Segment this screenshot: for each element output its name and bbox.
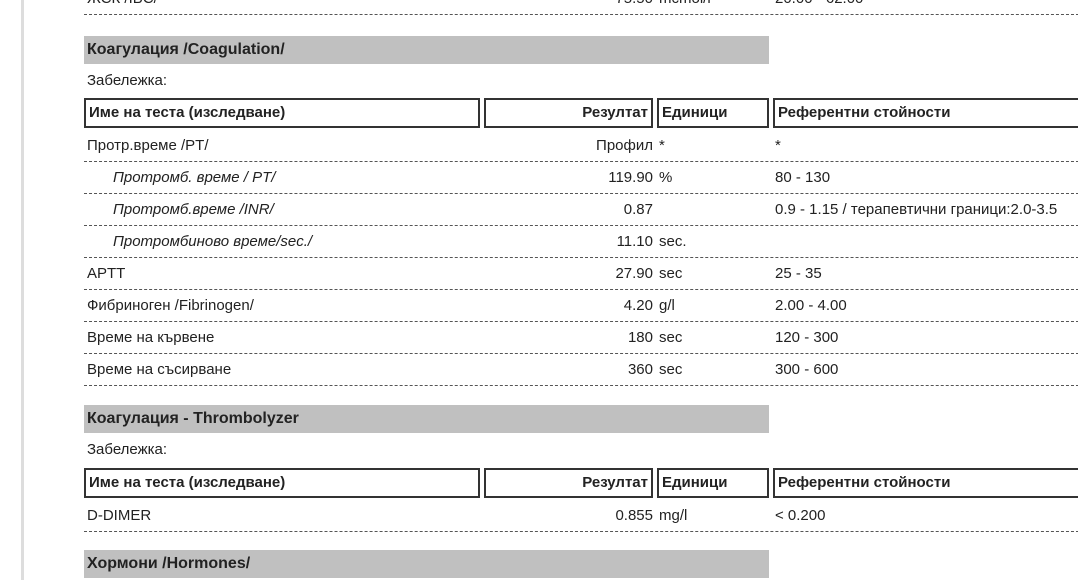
reference-range: 80 - 130 — [775, 169, 831, 186]
units: % — [659, 169, 673, 186]
test-name: Време на кървене — [87, 329, 215, 346]
section-title: Коагулация - Thrombolyzer — [84, 405, 769, 433]
result-value: 4.20 — [623, 297, 653, 314]
header-test-name: Име на теста (изследване) — [84, 98, 480, 128]
header-units: Единици — [657, 468, 769, 498]
page-left-border — [21, 0, 24, 580]
section-title: Коагулация /Coagulation/ — [84, 36, 769, 64]
reference-range: 20.00 - 62.00 — [775, 0, 863, 7]
reference-range: 0.9 - 1.15 / терапевтични граници:2.0-3.… — [775, 201, 1058, 218]
note-label: Забележка: — [87, 441, 168, 458]
test-name: Протр.време /PT/ — [87, 137, 209, 154]
units: mg/l — [659, 507, 688, 524]
reference-range: 25 - 35 — [775, 265, 822, 282]
test-name: APTT — [87, 265, 126, 282]
reference-range: 2.00 - 4.00 — [775, 297, 847, 314]
reference-range: < 0.200 — [775, 507, 826, 524]
table-row: Време на кървене 180 sec 120 - 300 — [84, 322, 1078, 354]
header-test-name: Име на теста (изследване) — [84, 468, 480, 498]
units: sec — [659, 329, 683, 346]
table-row: APTT 27.90 sec 25 - 35 — [84, 258, 1078, 290]
units: sec. — [659, 233, 687, 250]
result-value: 119.90 — [608, 169, 653, 186]
header-result: Резултат — [484, 98, 653, 128]
reference-range: 120 - 300 — [775, 329, 839, 346]
result-value: 0.87 — [623, 201, 653, 218]
test-name: Фибриноген /Fibrinogen/ — [87, 297, 254, 314]
table-row: Фибриноген /Fibrinogen/4.20 g/l 2.00 - 4.0… — [84, 290, 1078, 322]
result-value: 180 — [627, 329, 653, 346]
header-reference: Референтни стойности — [773, 468, 1078, 498]
test-name: Време на съсирване — [87, 361, 232, 378]
result-value: Профил — [596, 137, 653, 154]
reference-range: * — [775, 137, 781, 154]
table-row: Протромб. време / PT/119.90% 80 - 130 — [84, 162, 1078, 194]
header-units: Единици — [657, 98, 769, 128]
units: sec — [659, 361, 683, 378]
table-row: Протромб.време /INR/0.87 0.9 - 1.15 / тер… — [84, 194, 1078, 226]
table-row: Протромбиново време/sec./ 11.10 sec. — [84, 226, 1078, 258]
units: g/l — [659, 297, 675, 314]
units: sec — [659, 265, 683, 282]
table-row: ЖСК /IBC/75.50 mcmol/l 20.00 - 62.00 — [84, 0, 1078, 15]
section-title: Хормони /Hormones/ — [84, 550, 769, 578]
header-reference: Референтни стойности — [773, 98, 1078, 128]
units: * — [659, 137, 665, 154]
table-row: Време на съсирване 360 sec 300 - 600 — [84, 354, 1078, 386]
result-value: 360 — [627, 361, 653, 378]
test-name: D-DIMER — [87, 507, 152, 524]
units: mcmol/l — [659, 0, 711, 7]
result-value: 11.10 — [616, 233, 653, 250]
header-result: Резултат — [484, 468, 653, 498]
result-value: 0.855 — [615, 507, 653, 524]
test-name: Протромб.време /INR/ — [113, 201, 274, 218]
test-name: ЖСК /IBC/ — [87, 0, 158, 7]
reference-range: 300 - 600 — [775, 361, 839, 378]
test-name: Протромбиново време/sec./ — [113, 233, 313, 250]
result-value: 27.90 — [615, 265, 653, 282]
table-row: D-DIMER 0.855 mg/l < 0.200 — [84, 500, 1078, 532]
test-name: Протромб. време / PT/ — [113, 169, 276, 186]
note-label: Забележка: — [87, 72, 168, 89]
table-row: Протр.време /PT/Профил * * — [84, 130, 1078, 162]
result-value: 75.50 — [615, 0, 653, 7]
